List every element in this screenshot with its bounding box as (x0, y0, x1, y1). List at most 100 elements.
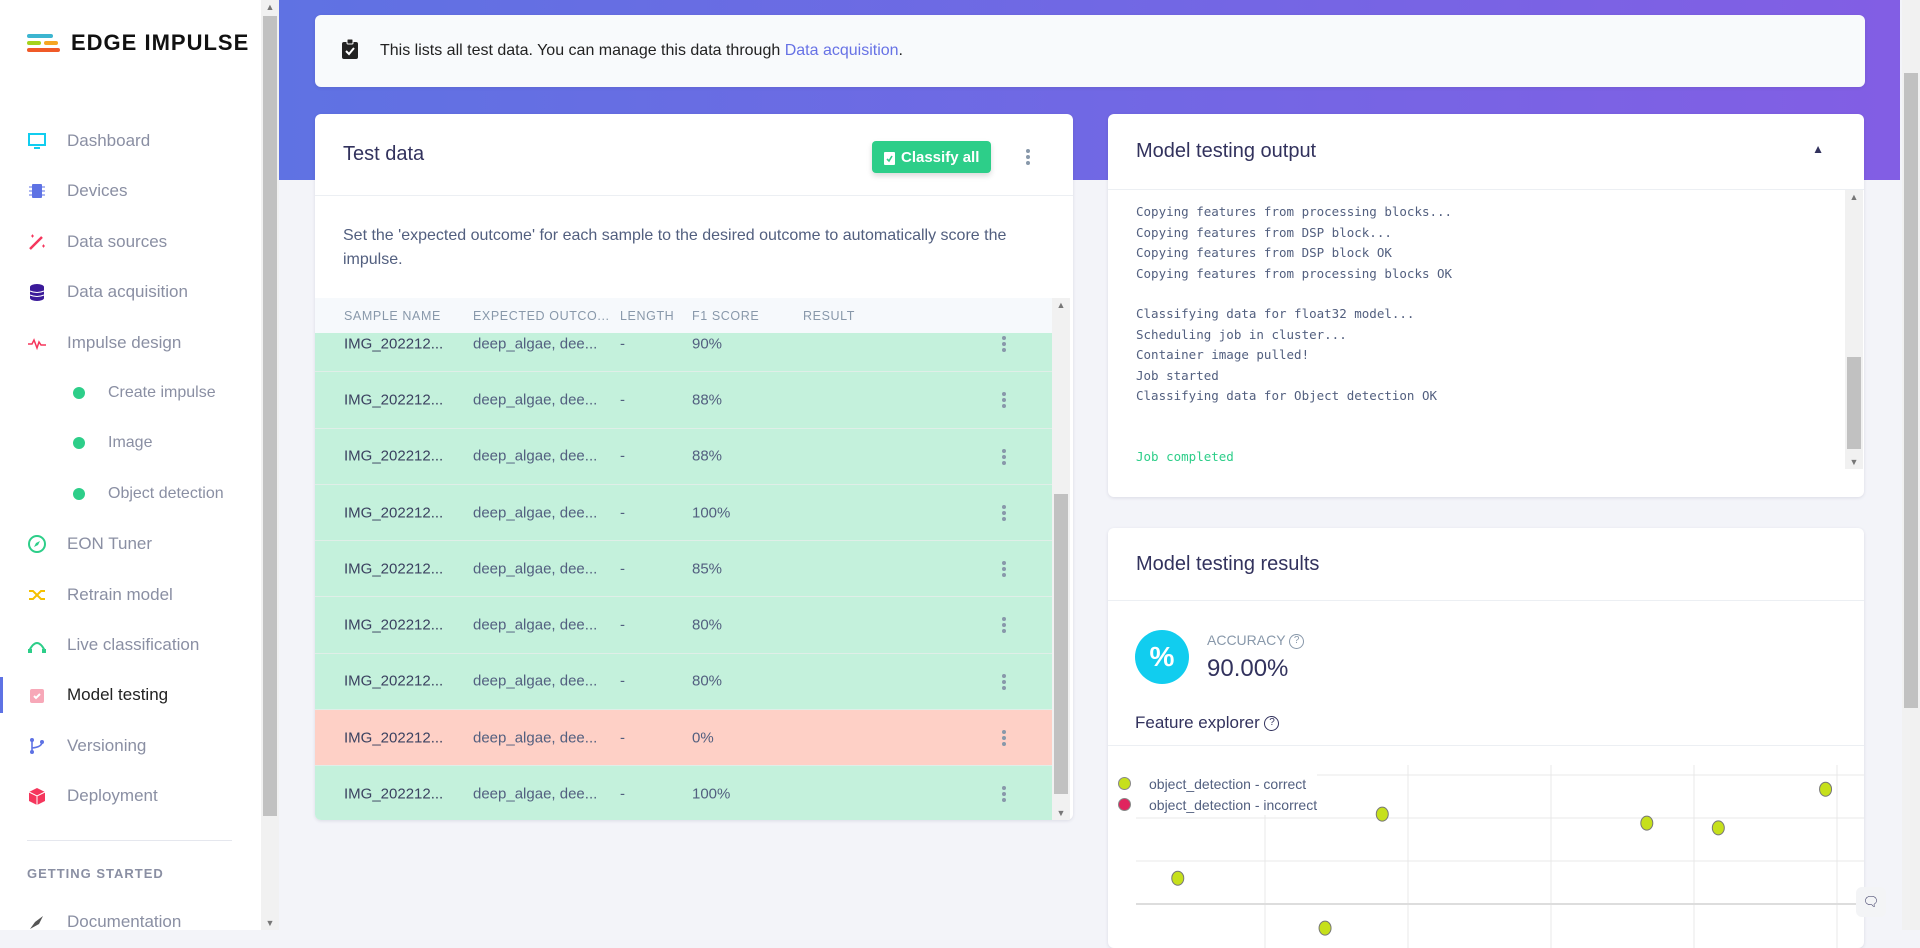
database-icon (27, 282, 47, 302)
row-menu-button[interactable] (996, 390, 1012, 410)
table-row[interactable]: IMG_202212... deep_algae, dee... - 80% (315, 597, 1052, 654)
test-data-card: Test data Classify all Set the 'expected… (315, 114, 1073, 820)
table-row[interactable]: IMG_202212... deep_algae, dee... - 80% (315, 653, 1052, 711)
sidebar-item-versioning[interactable]: Versioning (0, 724, 261, 768)
results-title: Model testing results (1108, 528, 1864, 601)
point-correct[interactable] (1819, 781, 1833, 797)
point-correct[interactable] (1318, 920, 1332, 936)
row-menu-button[interactable] (996, 559, 1012, 579)
sidebar-item-documentation[interactable]: Documentation (0, 900, 261, 944)
sample-name[interactable]: IMG_202212... (344, 391, 444, 409)
row-menu-button[interactable] (996, 615, 1012, 635)
compass-icon (27, 534, 47, 554)
feature-explorer-chart[interactable]: object_detection - correct object_detect… (1108, 765, 1864, 948)
sidebar-item-label: Data sources (67, 231, 168, 251)
sidebar-item-eon-tuner[interactable]: EON Tuner (0, 522, 261, 566)
help-icon[interactable]: ? (1289, 633, 1305, 649)
point-correct[interactable] (1375, 806, 1389, 822)
length: - (620, 560, 625, 578)
branch-icon (27, 736, 47, 756)
sample-name[interactable]: IMG_202212... (344, 504, 444, 522)
model-testing-results-card: Model testing results % ACCURACY ? 90.00… (1108, 528, 1864, 948)
dot-icon (69, 383, 89, 403)
column-result[interactable]: RESULT (803, 308, 855, 323)
chip-icon (27, 181, 47, 201)
row-menu-button[interactable] (996, 447, 1012, 467)
sidebar-item-model-testing[interactable]: Model testing (0, 673, 261, 717)
table-row[interactable]: IMG_202212... deep_algae, dee... - 100% (315, 766, 1052, 820)
sidebar-item-deployment[interactable]: Deployment (0, 774, 261, 818)
log-line (1136, 406, 1845, 426)
table-row[interactable]: IMG_202212... deep_algae, dee... - 88% (315, 428, 1052, 485)
sidebar-item-impulse-design[interactable]: Impulse design (0, 321, 261, 365)
page-scrollbar[interactable] (1902, 0, 1920, 930)
row-menu-button[interactable] (996, 672, 1012, 692)
box-icon (27, 786, 47, 806)
data-acquisition-link[interactable]: Data acquisition (784, 42, 899, 59)
output-scrollbar[interactable]: ▲ ▼ (1845, 190, 1863, 469)
table-scrollbar[interactable]: ▲ ▼ (1052, 298, 1070, 820)
feedback-button[interactable]: 🗨 (1856, 887, 1886, 917)
column-length[interactable]: LENGTH (620, 308, 675, 323)
column-sample-name[interactable]: SAMPLE NAME (344, 308, 441, 323)
wand-icon (27, 232, 47, 252)
sidebar-item-data-acquisition[interactable]: Data acquisition (0, 270, 261, 314)
feature-explorer-title: Feature explorer ? (1135, 713, 1280, 733)
sample-name[interactable]: IMG_202212... (344, 672, 444, 690)
sample-name[interactable]: IMG_202212... (344, 616, 444, 634)
point-correct[interactable] (1171, 870, 1185, 886)
row-menu-button[interactable] (996, 503, 1012, 523)
sidebar: EDGE IMPULSE Dashboard Devices Data source… (0, 0, 261, 931)
point-correct[interactable] (1640, 815, 1654, 831)
sidebar-item-devices[interactable]: Devices (0, 169, 261, 213)
log-line: Copying features from DSP block OK (1136, 245, 1392, 261)
column-f1-score[interactable]: F1 SCORE (692, 308, 760, 323)
sample-name[interactable]: IMG_202212... (344, 785, 444, 803)
info-text: This lists all test data. You can manage… (380, 42, 903, 59)
sample-name[interactable]: IMG_202212... (344, 560, 444, 578)
edge-impulse-logo[interactable]: EDGE IMPULSE (27, 30, 249, 56)
sidebar-item-object-detection[interactable]: Object detection (0, 472, 261, 516)
sidebar-scrollbar[interactable]: ▲ ▼ (261, 0, 279, 930)
brand-name: EDGE IMPULSE (71, 30, 250, 55)
sidebar-item-image[interactable]: Image (0, 421, 261, 465)
accuracy-label: ACCURACY ? (1207, 632, 1305, 649)
row-menu-button[interactable] (996, 784, 1012, 804)
legend-item-correct[interactable]: object_detection - correct (1118, 773, 1317, 794)
point-correct[interactable] (1711, 820, 1725, 836)
sidebar-item-retrain-model[interactable]: Retrain model (0, 573, 261, 617)
sidebar-item-live-classification[interactable]: Live classification (0, 623, 261, 667)
shuffle-icon (27, 585, 47, 605)
sample-name[interactable]: IMG_202212... (344, 729, 444, 747)
logo-icon (27, 34, 60, 52)
expected-outcome: deep_algae, dee... (473, 560, 598, 578)
help-icon[interactable]: ? (1264, 716, 1280, 732)
table-row[interactable]: IMG_202212... deep_algae, dee... - 90% (315, 333, 1052, 373)
clipboard-check-icon (884, 151, 895, 165)
sidebar-item-data-sources[interactable]: Data sources (0, 220, 261, 264)
collapse-caret-icon[interactable]: ▲ (1812, 142, 1824, 156)
percent-icon: % (1135, 630, 1189, 684)
feedback-icon: 🗨 (1862, 894, 1880, 909)
row-menu-button[interactable] (996, 728, 1012, 748)
table-row[interactable]: IMG_202212... deep_algae, dee... - 100% (315, 484, 1052, 542)
sidebar-item-dashboard[interactable]: Dashboard (0, 119, 261, 163)
dot-icon (69, 433, 89, 453)
sample-name[interactable]: IMG_202212... (344, 335, 444, 353)
sidebar-item-create-impulse[interactable]: Create impulse (0, 371, 261, 415)
test-data-description: Set the 'expected outcome' for each samp… (343, 227, 1007, 268)
test-data-title: Test data (315, 114, 1073, 196)
table-row[interactable]: IMG_202212... deep_algae, dee... - 0% (315, 710, 1052, 767)
sidebar-item-label: Image (108, 434, 153, 452)
legend-item-incorrect[interactable]: object_detection - incorrect (1118, 794, 1317, 815)
log-line: Copying features from processing blocks.… (1136, 204, 1453, 220)
table-row[interactable]: IMG_202212... deep_algae, dee... - 85% (315, 541, 1052, 598)
test-data-menu-button[interactable] (1020, 147, 1036, 167)
sample-name[interactable]: IMG_202212... (344, 447, 444, 465)
length: - (620, 672, 625, 690)
table-row[interactable]: IMG_202212... deep_algae, dee... - 88% (315, 372, 1052, 429)
f1-score: 80% (692, 672, 723, 690)
classify-all-button[interactable]: Classify all (872, 141, 992, 173)
column-expected-outcome[interactable]: EXPECTED OUTCO... (473, 308, 610, 323)
row-menu-button[interactable] (996, 334, 1012, 354)
